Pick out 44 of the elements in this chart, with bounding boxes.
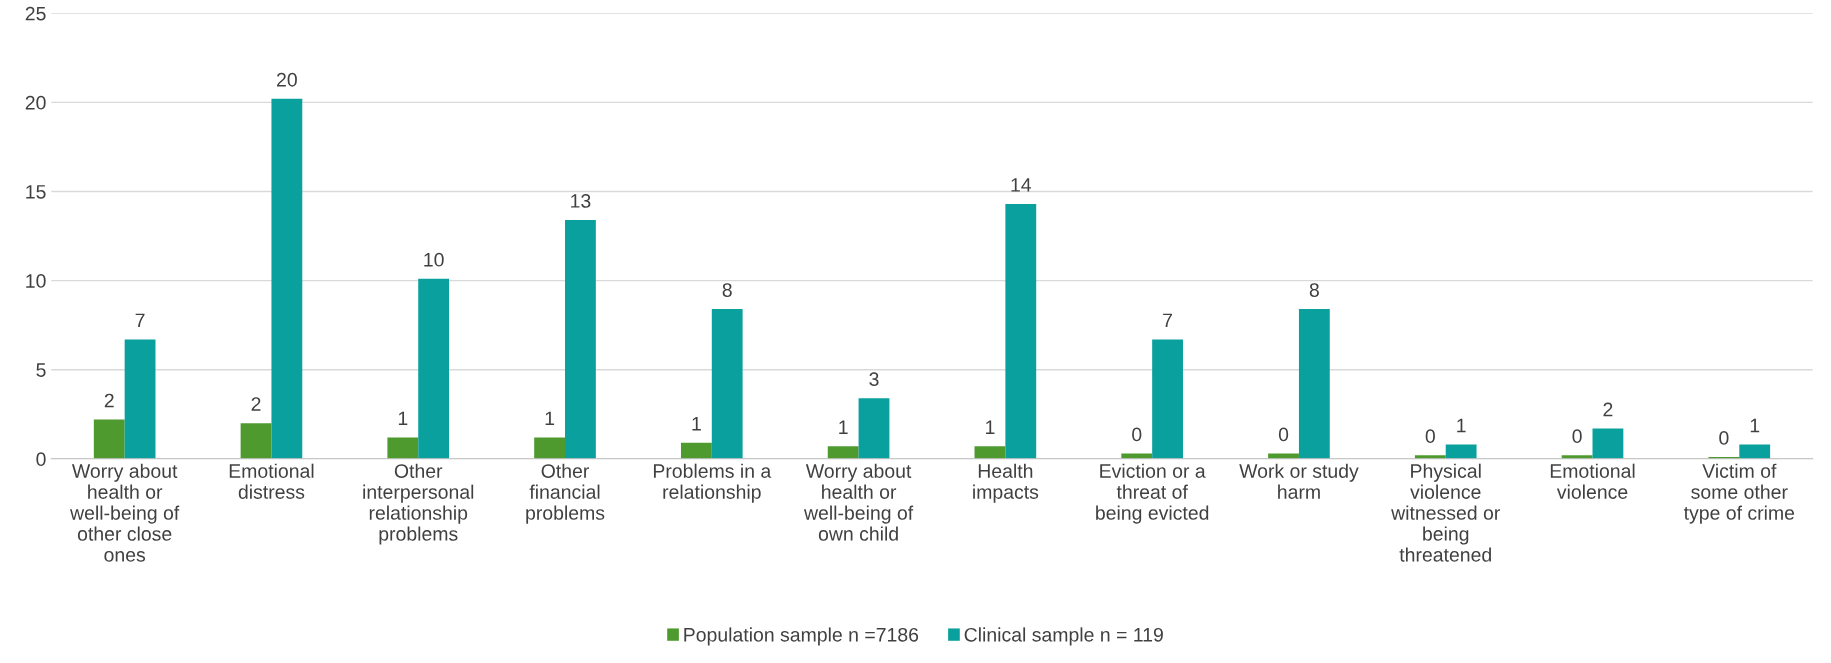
legend-label: Population sample n =7186 bbox=[684, 627, 919, 646]
y-tick-label: 20 bbox=[25, 95, 46, 110]
data-label: 7 bbox=[135, 313, 145, 328]
x-tick-label: Worry about health or well-being of own child bbox=[803, 463, 914, 541]
legend-label: Clinical sample n = 119 bbox=[964, 627, 1163, 646]
x-tick-label: Other financial problems bbox=[526, 463, 605, 524]
x-tick-label: Emotional distress bbox=[229, 463, 314, 499]
data-label: 0 bbox=[1425, 429, 1435, 444]
data-label: 13 bbox=[571, 194, 591, 208]
x-tick-label: Victim of some other type of crime bbox=[1683, 463, 1795, 524]
data-label: 10 bbox=[424, 252, 444, 267]
y-tick-label: 5 bbox=[36, 363, 46, 377]
y-tick-label: 10 bbox=[26, 274, 46, 288]
data-label: 8 bbox=[722, 283, 732, 297]
data-label: 0 bbox=[1278, 427, 1289, 442]
data-label: 1 bbox=[1750, 418, 1760, 433]
data-label: 2 bbox=[104, 393, 114, 408]
data-label: 20 bbox=[277, 72, 297, 87]
data-label: 8 bbox=[1309, 283, 1319, 297]
data-label: 1 bbox=[986, 420, 995, 434]
x-tick-label: Worry about health or well-being of other close ones bbox=[70, 463, 180, 562]
data-label: 1 bbox=[398, 411, 408, 426]
data-label: 14 bbox=[1011, 178, 1032, 192]
x-tick-label: Emotional violence bbox=[1550, 463, 1635, 499]
data-label: 0 bbox=[1719, 431, 1729, 445]
data-label: 1 bbox=[839, 420, 848, 434]
x-tick-label: Other interpersonal relationship problems bbox=[363, 463, 474, 545]
x-tick-label: Problems in a relationship bbox=[653, 463, 772, 503]
data-label: 1 bbox=[545, 411, 555, 426]
x-tick-label: Eviction or a threat of being evicted bbox=[1096, 463, 1209, 524]
data-label: 0 bbox=[1572, 429, 1582, 444]
x-tick-label: Work or study harm bbox=[1239, 463, 1359, 499]
data-label: 3 bbox=[869, 372, 879, 387]
y-tick-label: 0 bbox=[36, 452, 46, 467]
data-label: 0 bbox=[1132, 427, 1142, 442]
x-tick-label: Physical violence witnessed or being threatened bbox=[1391, 463, 1500, 562]
y-tick-label: 15 bbox=[26, 185, 46, 199]
data-label: 7 bbox=[1163, 313, 1172, 328]
data-label: 2 bbox=[1603, 402, 1613, 417]
data-label: 1 bbox=[1457, 418, 1466, 433]
y-tick-label: 25 bbox=[25, 6, 46, 21]
data-label: 1 bbox=[692, 417, 701, 431]
data-label: 2 bbox=[251, 397, 261, 411]
x-tick-label: Health impacts bbox=[973, 463, 1039, 503]
